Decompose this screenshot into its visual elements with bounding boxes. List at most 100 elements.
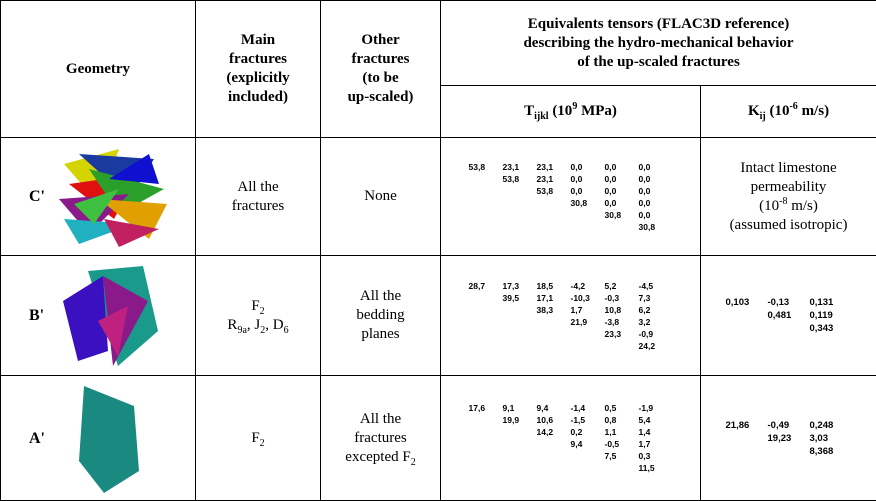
row-label: C' [1, 187, 45, 206]
text: R [227, 317, 237, 333]
matrix-entry: 0,0 [571, 185, 605, 197]
matrix-entry: 21,86 [726, 419, 768, 432]
text: fractures [351, 51, 409, 67]
header-cell: Tijkl (109 MPa) [441, 86, 701, 138]
text-line: up-scaled) [321, 88, 440, 107]
matrix-entry: 0,131 [810, 296, 852, 309]
matrix-entry: -0,5 [605, 438, 639, 450]
matrix-entry: 0,248 [810, 419, 852, 432]
matrix-entry: 0,3 [639, 450, 673, 462]
matrix-entry: 19,9 [503, 414, 537, 426]
text-line: fractures [196, 197, 320, 216]
matrix-entry: -1,9 [639, 402, 673, 414]
text-line: All the [196, 178, 320, 197]
matrix-entry: -4,2 [571, 280, 605, 292]
matrix-entry: -0,49 [768, 419, 810, 432]
matrix-entry: 0,0 [605, 197, 639, 209]
header-cell: Geometry [1, 1, 196, 138]
text: included) [228, 89, 288, 105]
text-line: included) [196, 88, 320, 107]
text-line: Intact limestone [701, 159, 876, 178]
text: m/s) [798, 103, 829, 119]
matrix-entry: 0,0 [605, 161, 639, 173]
text: , D [265, 317, 283, 333]
matrix-entry: 0,119 [810, 309, 852, 322]
matrix-entry: 0,0 [639, 209, 673, 221]
matrix-entry: 0,2 [571, 426, 605, 438]
text: None [364, 188, 397, 204]
text-line: planes [321, 325, 440, 344]
text-line: fractures [321, 50, 440, 69]
subscript: 2 [411, 457, 416, 468]
text: describing the hydro-mechanical behavior [523, 35, 793, 51]
text-line: (explicitly [196, 69, 320, 88]
text: up-scaled) [348, 89, 414, 105]
matrix-entry: 21,9 [571, 316, 605, 328]
text: Main [241, 32, 275, 48]
matrix-entry: 23,1 [537, 173, 571, 185]
text: (assumed isotropic) [730, 217, 848, 233]
geometry-cell: A' [1, 376, 196, 501]
text: All the [237, 179, 278, 195]
supscript: -6 [789, 101, 797, 112]
text: (explicitly [226, 70, 289, 86]
header-cell: Main fractures (explicitly included) [196, 1, 321, 138]
matrix-entry: 3,03 [810, 432, 852, 445]
matrix-entry: 10,6 [537, 414, 571, 426]
matrix-entry: 23,3 [605, 328, 639, 340]
matrix-entry: 17,6 [469, 402, 503, 414]
matrix-entry: 0,0 [605, 173, 639, 185]
subscript: 2 [260, 306, 265, 317]
matrix-entry: 1,4 [639, 426, 673, 438]
text: (10 [549, 103, 573, 119]
text: fractures [229, 51, 287, 67]
matrix-entry: -0,9 [639, 328, 673, 340]
text-line: F2 [196, 297, 320, 316]
matrix-entry: 23,1 [537, 161, 571, 173]
text-line: fractures [196, 50, 320, 69]
text-line: None [321, 187, 440, 206]
matrix-entry: -4,5 [639, 280, 673, 292]
text: All the [360, 411, 401, 427]
matrix-entry: 0,0 [639, 185, 673, 197]
text: F [251, 430, 259, 446]
text-line: (assumed isotropic) [701, 216, 876, 235]
text: F [251, 298, 259, 314]
matrix-entry: -3,8 [605, 316, 639, 328]
matrix-entry: 30,8 [605, 209, 639, 221]
text: Geometry [66, 61, 130, 77]
matrix-entry: 19,23 [768, 432, 810, 445]
text: K [748, 103, 760, 119]
text-line: excepted F2 [321, 448, 440, 467]
main-cell: All the fractures [196, 138, 321, 256]
matrix-entry: 53,8 [537, 185, 571, 197]
matrix-entry: 0,0 [639, 173, 673, 185]
matrix-entry: 8,368 [810, 445, 852, 458]
matrix-entry: 17,1 [537, 292, 571, 304]
text-line: Geometry [1, 60, 195, 79]
matrix-entry: 5,4 [639, 414, 673, 426]
matrix-entry: 23,1 [503, 161, 537, 173]
text: (10 [766, 103, 790, 119]
text-line: bedding [321, 306, 440, 325]
matrix-entry: 7,3 [639, 292, 673, 304]
text-line: fractures [321, 429, 440, 448]
text-line: All the [321, 287, 440, 306]
text: Other [361, 32, 399, 48]
subscript: ijkl [534, 111, 548, 122]
header-cell: Kij (10-6 m/s) [701, 86, 876, 138]
text-line: Other [321, 31, 440, 50]
matrix-entry: 0,0 [639, 197, 673, 209]
matrix-entry: 24,2 [639, 340, 673, 352]
row-label: A' [1, 429, 45, 448]
text: Equivalents tensors (FLAC3D reference) [528, 16, 790, 32]
matrix-entry: 53,8 [469, 161, 503, 173]
text: T [524, 103, 534, 119]
text-line: Tijkl (109 MPa) [441, 102, 700, 121]
text-line: Kij (10-6 m/s) [701, 102, 876, 121]
